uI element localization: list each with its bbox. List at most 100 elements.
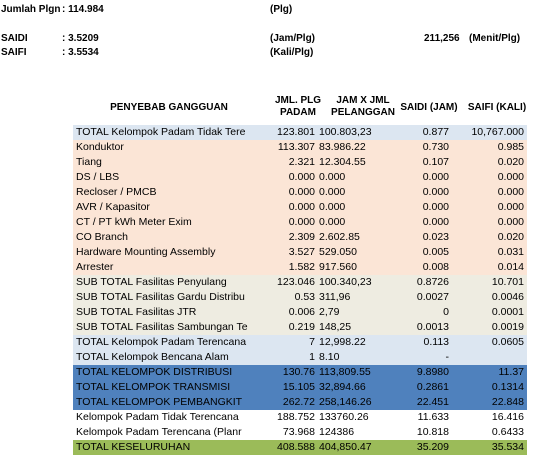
saidi-cell: 9.8980 — [392, 365, 455, 380]
saifi-cell — [455, 350, 527, 365]
table-row: TOTAL KESELURUHAN 408.588 404,850.47 35.209… — [73, 440, 527, 455]
saifi-cell: 0.000 — [455, 170, 527, 185]
cause-cell: SUB TOTAL Fasilitas Penyulang — [73, 275, 270, 290]
jam-x-cell: 12.304.55 — [317, 155, 392, 170]
jml-plg-cell: 0.000 — [270, 215, 317, 230]
cause-cell: Recloser / PMCB — [73, 185, 270, 200]
table-row: TOTAL KELOMPOK PEMBANGKIT 262.72 258,146.2… — [73, 395, 527, 410]
cause-cell: SUB TOTAL Fasilitas Sambungan Te — [73, 320, 270, 335]
jml-plg-cell: 0.000 — [270, 185, 317, 200]
table-row: Konduktor 113.307 83.986.22 0.730 0.985 — [73, 140, 527, 155]
jml-plg-cell: 7 — [270, 335, 317, 350]
saifi-cell: 0.000 — [455, 200, 527, 215]
saidi-cell: 0.000 — [392, 185, 455, 200]
jam-x-cell: 258,146.26 — [317, 395, 392, 410]
jam-x-cell: 113,809.55 — [317, 365, 392, 380]
jam-x-cell: 311,96 — [317, 290, 392, 305]
table-row: Kelompok Padam Tidak Terencana 188.752 133… — [73, 410, 527, 425]
table-row: CT / PT kWh Meter Exim 0.000 0.000 0.000 0.0… — [73, 215, 527, 230]
saifi-value: : 3.5534 — [62, 47, 99, 58]
saifi-label: SAIFI — [1, 47, 27, 58]
table-row: Hardware Mounting Assembly 3.527 529.050 0.… — [73, 245, 527, 260]
cause-cell: SUB TOTAL Fasilitas Gardu Distribu — [73, 290, 270, 305]
jam-x-cell: 529.050 — [317, 245, 392, 260]
saifi-cell: 0.031 — [455, 245, 527, 260]
saidi-unit: (Jam/Plg) — [270, 33, 316, 44]
saifi-cell: 0.6433 — [491, 426, 524, 438]
saidi-cell: 35.209 — [392, 440, 455, 455]
table-row: Kelompok Padam Terencana (Planr 73.968 124… — [73, 425, 527, 440]
column-header-cause: PENYEBAB GANGGUAN — [110, 102, 228, 113]
jam-x-cell: 0.000 — [317, 185, 392, 200]
jam-x-cell: 0.000 — [317, 170, 392, 185]
saifi-cell: 0.000 — [455, 185, 527, 200]
jml-plg-cell: 0.53 — [270, 290, 317, 305]
saifi-cell: 0.000 — [455, 215, 527, 230]
jam-x-cell: 0.000 — [317, 200, 392, 215]
saidi-label: SAIDI — [1, 33, 28, 44]
saifi-cell: 35.534 — [455, 440, 527, 455]
jml-plg-cell: 0.219 — [270, 320, 317, 335]
jml-plg-cell: 0.000 — [270, 170, 317, 185]
cause-cell: CO Branch — [73, 230, 270, 245]
jam-x-cell: 12,998.22 — [317, 335, 392, 350]
saifi-cell: 11.37 — [455, 365, 527, 380]
saifi-cell: 0.1314 — [455, 380, 527, 395]
jml-plg-cell: 1.582 — [270, 260, 317, 275]
table-row: TOTAL Kelompok Padam Terencana 7 12,998.22… — [73, 335, 527, 350]
jml-plg-cell: 113.307 — [270, 140, 317, 155]
saidi-cell: 22.451 — [392, 395, 455, 410]
jam-x-cell: 148,25 — [317, 320, 392, 335]
cause-cell: TOTAL KELOMPOK TRANSMISI — [73, 380, 270, 395]
jam-x-cell: 100.340,23 — [317, 275, 392, 290]
saidi-cell: 0 — [392, 305, 455, 320]
jam-x-cell: 83.986.22 — [317, 140, 392, 155]
cause-cell: TOTAL KELOMPOK PEMBANGKIT — [73, 395, 270, 410]
column-header-saidi: SAIDI (JAM) — [400, 102, 458, 113]
saifi-cell: 0.020 — [455, 230, 527, 245]
jml-plg-cell: 73.968 — [282, 426, 315, 438]
table-row: SUB TOTAL Fasilitas JTR 0.006 2,79 0 0.0001 — [73, 305, 527, 320]
saidi-cell: 0.113 — [392, 335, 455, 350]
jumlah-plgn-unit: (Plg) — [270, 4, 293, 15]
cause-cell: CT / PT kWh Meter Exim — [73, 215, 270, 230]
table-row: Tiang 2.321 12.304.55 0.107 0.020 — [73, 155, 527, 170]
saidi-cell: - — [392, 350, 455, 365]
saifi-cell: 0.0001 — [455, 305, 527, 320]
cause-cell: Tiang — [73, 155, 270, 170]
cause-cell: DS / LBS — [73, 170, 270, 185]
saidi-minutes: 211,256 — [424, 33, 460, 44]
saidi-minutes-unit: (Menit/Plg) — [469, 33, 521, 44]
jam-x-cell: 124386 — [319, 426, 355, 438]
saifi-cell: 22.848 — [455, 395, 527, 410]
saifi-cell: 0.020 — [455, 155, 527, 170]
cause-cell: Kelompok Padam Tidak Terencana — [76, 411, 239, 423]
cause-cell: SUB TOTAL Fasilitas JTR — [73, 305, 270, 320]
saidi-cell: 0.005 — [392, 245, 455, 260]
saifi-cell: 10,767.000 — [455, 125, 527, 140]
saidi-cell: 0.730 — [392, 140, 455, 155]
jumlah-plgn-label: Jumlah Plgn — [1, 4, 61, 15]
table-row: SUB TOTAL Fasilitas Gardu Distribu 0.53 31… — [73, 290, 527, 305]
saifi-cell: 10.701 — [455, 275, 527, 290]
jml-plg-cell: 15.105 — [270, 380, 317, 395]
jam-x-cell: 2,79 — [317, 305, 392, 320]
jml-plg-cell: 123.046 — [270, 275, 317, 290]
saifi-cell: 0.985 — [455, 140, 527, 155]
jam-x-cell: 2.602.85 — [317, 230, 392, 245]
saidi-cell: 0.000 — [392, 215, 455, 230]
table-row: AVR / Kapasitor 0.000 0.000 0.000 0.000 — [73, 200, 527, 215]
cause-cell: Hardware Mounting Assembly — [73, 245, 270, 260]
cause-cell: AVR / Kapasitor — [73, 200, 270, 215]
saidi-cell: 0.0013 — [392, 320, 455, 335]
table-row: CO Branch 2.309 2.602.85 0.023 0.020 — [73, 230, 527, 245]
jam-x-cell: 0.000 — [317, 215, 392, 230]
jml-plg-cell: 1 — [270, 350, 317, 365]
cause-cell: Arrester — [73, 260, 270, 275]
jml-plg-cell: 0.006 — [270, 305, 317, 320]
table-row: SUB TOTAL Fasilitas Sambungan Te 0.219 148… — [73, 320, 527, 335]
table-row: TOTAL Kelompok Padam Tidak Tere 123.801 10… — [73, 125, 527, 140]
jml-plg-cell: 188.752 — [277, 411, 315, 423]
table-row: TOTAL KELOMPOK TRANSMISI 15.105 32,894.66 0… — [73, 380, 527, 395]
cause-cell: TOTAL Kelompok Padam Terencana — [73, 335, 270, 350]
